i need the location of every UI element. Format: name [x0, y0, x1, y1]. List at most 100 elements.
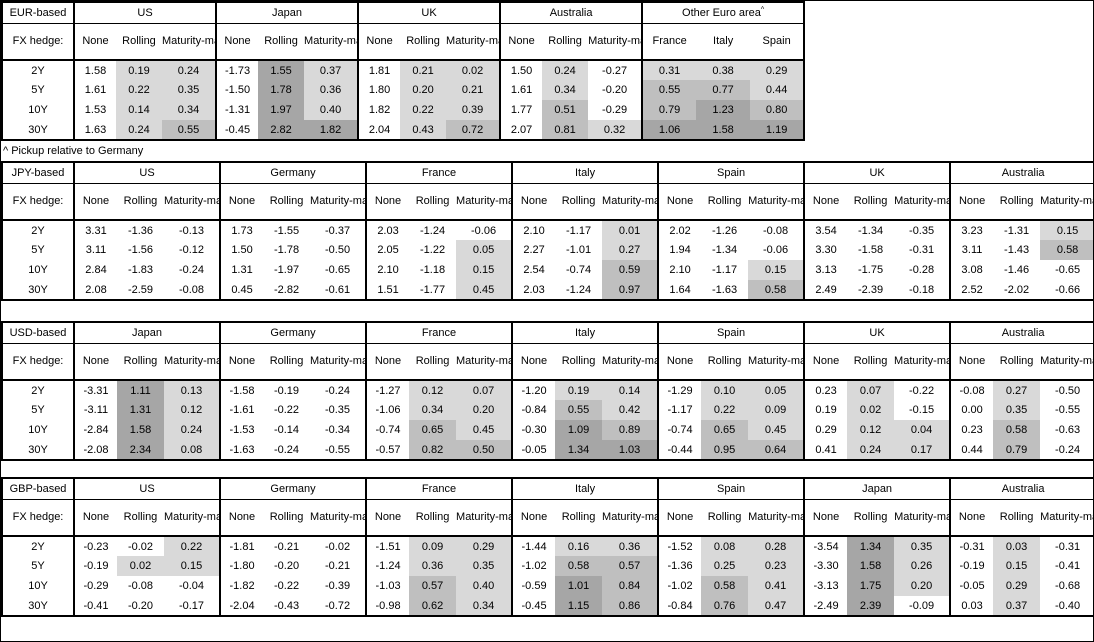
data-cell: 0.55 — [555, 400, 603, 420]
data-cell: 0.12 — [847, 420, 895, 440]
table-body: 2Y -3.31 1.11 0.13 -1.58 -0.19 -0.24 -1.27 0.12 0… — [2, 380, 1093, 460]
data-cell: 0.20 — [400, 80, 447, 100]
data-cell: 0.15 — [993, 556, 1041, 576]
hedge-subheader: Maturity-matched — [162, 23, 217, 61]
hedge-header-row: FX hedge:NoneRollingMaturity-matchedNone… — [2, 343, 1093, 381]
data-cell: -0.30 — [511, 420, 556, 440]
hedge-subheader: Rolling — [847, 343, 895, 381]
data-cell: -1.36 — [657, 556, 702, 576]
country-header: France — [365, 162, 513, 184]
data-cell: 0.35 — [894, 536, 951, 556]
data-cell: 0.19 — [803, 400, 848, 420]
data-cell: -3.30 — [803, 556, 848, 576]
country-subheader: Italy — [696, 23, 751, 61]
table-body: 2Y -0.23 -0.02 0.22 -1.81 -0.21 -0.02 -1.51 0.09… — [2, 536, 1093, 616]
data-cell: -1.31 — [1004, 224, 1030, 237]
data-cell: -1.36 — [127, 224, 154, 237]
data-cell: -0.23 — [73, 536, 117, 556]
data-cell: -1.02 — [511, 556, 556, 576]
data-cell: 2.34 — [117, 440, 164, 460]
data-cell: -0.21 — [324, 560, 351, 572]
data-cell: -0.22 — [273, 404, 300, 416]
data-cell: -0.84 — [511, 400, 556, 420]
hedge-subheader: None — [511, 343, 556, 381]
hedge-subheader: None — [365, 183, 410, 221]
data-cell: 0.15 — [456, 260, 513, 280]
data-cell: -0.55 — [324, 443, 351, 456]
data-cell: 2.10 — [511, 220, 556, 240]
data-cell: 0.42 — [602, 400, 659, 420]
fx-hedge-label: FX hedge: — [2, 23, 75, 61]
data-cell: 1.77 — [499, 100, 543, 120]
hedge-subheader: None — [511, 499, 556, 537]
hedge-subheader: Rolling — [409, 499, 457, 537]
data-cell: -0.05 — [511, 440, 556, 460]
country-header: Germany — [219, 162, 367, 184]
hedge-subheader: Maturity-matched — [1040, 499, 1093, 537]
data-cell: -3.31 — [73, 380, 117, 400]
data-cell: 0.37 — [304, 60, 359, 80]
data-cell: -0.13 — [178, 224, 205, 237]
data-cell: 1.53 — [73, 100, 116, 120]
data-cell: 1.15 — [555, 596, 603, 616]
data-cell: -1.20 — [511, 380, 556, 400]
country-subheader: Spain — [750, 23, 805, 61]
data-cell: -0.20 — [602, 84, 628, 96]
data-cell: 0.89 — [602, 420, 659, 440]
data-cell: -1.29 — [657, 380, 702, 400]
data-cell: -0.31 — [909, 244, 935, 256]
data-cell: 0.05 — [456, 240, 513, 260]
data-cell: 0.58 — [701, 576, 749, 596]
data-cell: -1.81 — [219, 536, 264, 556]
data-cell: -1.43 — [1004, 244, 1030, 256]
hedge-subheader: None — [365, 499, 410, 537]
data-cell: -0.74 — [566, 264, 592, 276]
base-currency-label: USD-based — [2, 322, 75, 344]
data-cell: -0.08 — [178, 283, 205, 296]
data-cell: 0.80 — [750, 100, 805, 120]
data-cell: -1.31 — [215, 100, 259, 120]
data-cell: 1.97 — [258, 100, 305, 120]
country-header: Germany — [219, 478, 367, 500]
data-cell: 1.81 — [357, 60, 401, 80]
data-cell: -0.20 — [127, 599, 154, 612]
data-cell: 3.54 — [803, 220, 848, 240]
data-cell: -0.65 — [1055, 264, 1081, 276]
table-row: 10Y 1.53 0.14 0.34 -1.31 1.97 0.40 1.82 0.22 0.39… — [2, 100, 805, 120]
data-cell: -1.03 — [365, 576, 410, 596]
data-cell: 1.78 — [258, 80, 305, 100]
data-cell: -0.22 — [273, 580, 300, 592]
data-cell: -0.72 — [324, 599, 351, 612]
data-cell: -0.18 — [909, 283, 935, 296]
data-cell: -0.06 — [763, 244, 789, 256]
data-cell: 0.40 — [456, 576, 513, 596]
data-cell: 1.55 — [258, 60, 305, 80]
data-cell: -0.35 — [324, 404, 351, 416]
data-cell: 0.95 — [701, 440, 749, 460]
table-gbp-based-container: GBP-based US Germany France Italy Spain Japan A… — [1, 477, 1093, 617]
data-cell: 0.47 — [748, 596, 805, 616]
tenor-label: 30Y — [2, 596, 75, 616]
country-header: UK — [357, 2, 501, 24]
hedge-subheader: Rolling — [258, 23, 305, 61]
base-currency-label: GBP-based — [2, 478, 75, 500]
data-cell: 3.30 — [803, 240, 848, 260]
data-cell: 0.29 — [456, 536, 513, 556]
tenor-label: 10Y — [2, 576, 75, 596]
data-cell: -2.59 — [127, 283, 154, 296]
data-cell: -1.73 — [215, 60, 259, 80]
data-cell: 0.34 — [409, 400, 457, 420]
country-header-row: USD-based Japan Germany France Italy Spain UK A… — [2, 322, 1093, 344]
hedge-subheader: Rolling — [117, 343, 164, 381]
data-cell: 0.05 — [748, 380, 805, 400]
country-header: US — [72, 2, 217, 24]
country-header: Italy — [511, 322, 659, 344]
data-cell: -0.06 — [471, 224, 497, 237]
data-cell: -1.06 — [365, 400, 410, 420]
tenor-label: 2Y — [2, 536, 75, 556]
tenor-label: 5Y — [2, 80, 75, 100]
data-cell: -0.41 — [73, 596, 117, 616]
data-cell: 0.02 — [847, 400, 895, 420]
hedge-subheader: Maturity-matched — [456, 343, 513, 381]
hedge-subheader: Maturity-matched — [446, 23, 501, 61]
